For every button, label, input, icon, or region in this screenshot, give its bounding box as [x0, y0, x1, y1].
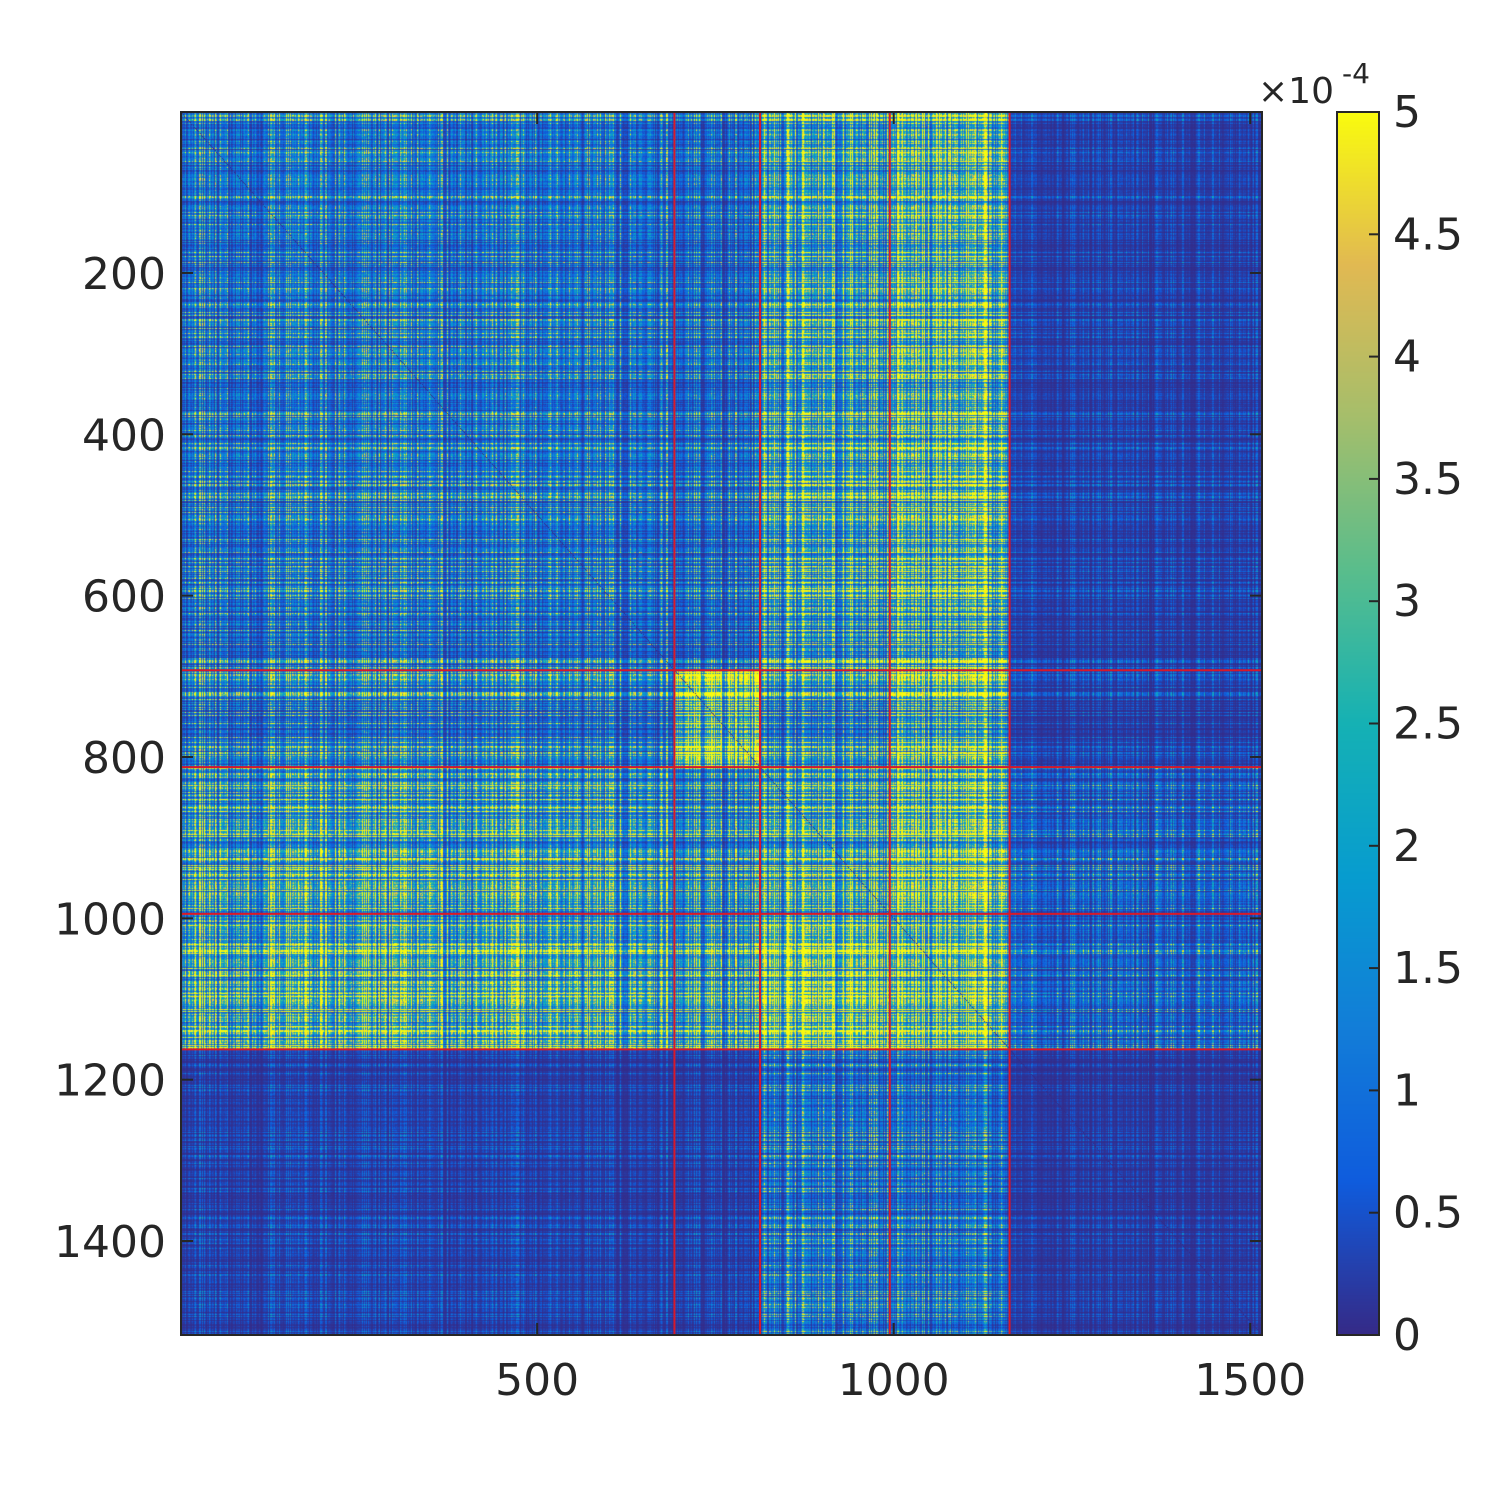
colorbar-tick-label: 4.5	[1393, 209, 1463, 260]
colorbar-axis: 0 0.5 1 1.5 2 2.5 3 3.5 4 4.5 5	[1369, 87, 1463, 1361]
heatmap-block-2-2	[674, 670, 760, 767]
heatmap-block-5-5	[1010, 1049, 1262, 1335]
y-tick-label: 1000	[54, 894, 166, 945]
heatmap-block-1-2	[674, 112, 760, 670]
colorbar-tick-label: 5	[1393, 87, 1421, 138]
heatmap-block-1-1	[181, 112, 674, 670]
heatmap-image	[181, 112, 1262, 1335]
plot-frame	[180, 111, 1263, 1336]
y-tick-label: 200	[82, 249, 166, 300]
colorbar-tick-label: 0	[1393, 1310, 1421, 1361]
y-tick-label: 800	[82, 733, 166, 784]
y-tick-label: 1400	[54, 1217, 166, 1268]
heatmap-block-5-4	[890, 1049, 1010, 1335]
heatmap-block-3-4	[890, 767, 1010, 914]
block-regions	[181, 112, 1262, 1335]
colorbar-tick-label: 1	[1393, 1065, 1421, 1116]
heatmap-block-4-3	[760, 914, 890, 1050]
colorbar-tick-label: 2	[1393, 821, 1421, 872]
colorbar-exponent: -4	[1342, 57, 1370, 90]
heatmap-block-3-2	[674, 767, 760, 914]
heatmap-block-4-2	[674, 914, 760, 1050]
group-boundary-lines	[181, 112, 1262, 1335]
heatmap-block-1-3	[760, 112, 890, 670]
heatmap-block-3-3	[760, 767, 890, 914]
heatmap-block-2-5	[1010, 670, 1262, 767]
heatmap-block-2-4	[890, 670, 1010, 767]
heatmap-block-2-3	[760, 670, 890, 767]
heatmap-block-1-5	[1010, 112, 1262, 670]
heatmap-block-3-5	[1010, 767, 1262, 914]
colorbar-multiplier: ×10	[1258, 71, 1334, 112]
colorbar-tick-label: 3	[1393, 576, 1421, 627]
heatmap-block-5-3	[760, 1049, 890, 1335]
y-axis: 200 400 600 800 1000 1200 1400	[54, 249, 1262, 1268]
x-tick-label: 1500	[1194, 1355, 1306, 1406]
heatmap-block-3-1	[181, 767, 674, 914]
heatmap-block-1-4	[890, 112, 1010, 670]
heatmap-block-5-1	[181, 1049, 674, 1335]
y-tick-label: 600	[82, 572, 166, 623]
colorbar-tick-label: 4	[1393, 332, 1421, 383]
colorbar-tick-label: 1.5	[1393, 943, 1463, 994]
colorbar-tick-label: 0.5	[1393, 1188, 1463, 1239]
colorbar-tick-label: 2.5	[1393, 699, 1463, 750]
heatmap-block-2-1	[181, 670, 674, 767]
heatmap-block-5-2	[674, 1049, 760, 1335]
x-tick-label: 500	[495, 1355, 579, 1406]
colorbar-tick-label: 3.5	[1393, 454, 1463, 505]
x-axis: 500 1000 1500	[495, 112, 1306, 1406]
heatmap-block-4-4	[890, 914, 1010, 1050]
heatmap-block-4-1	[181, 914, 674, 1050]
x-tick-label: 1000	[838, 1355, 950, 1406]
y-tick-label: 400	[82, 410, 166, 461]
y-tick-label: 1200	[54, 1056, 166, 1107]
heatmap-block-4-5	[1010, 914, 1262, 1050]
